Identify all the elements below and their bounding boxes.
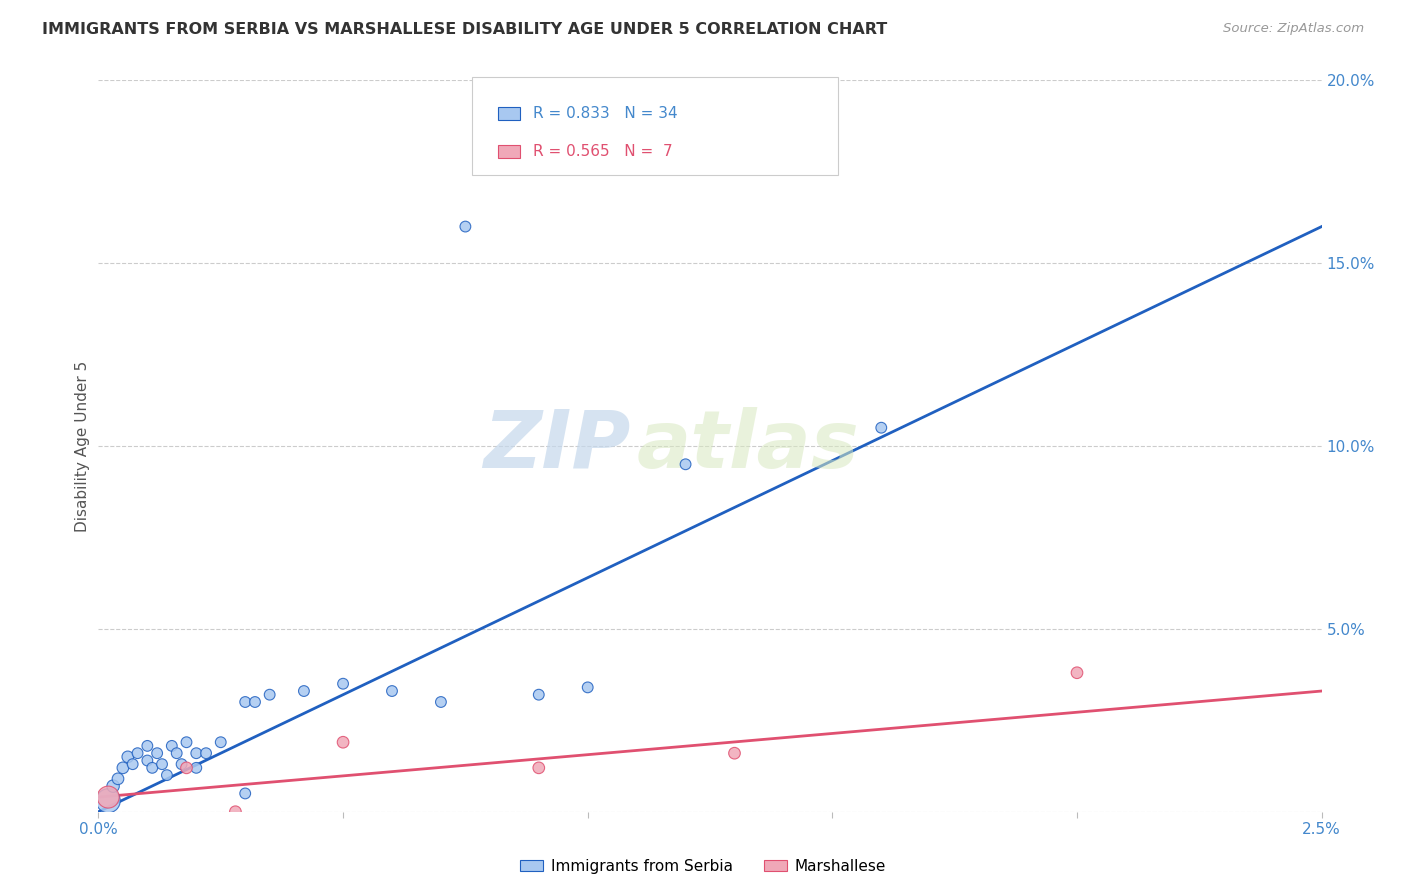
Point xyxy=(121,757,143,772)
Point xyxy=(233,787,256,801)
Point xyxy=(870,421,893,435)
Point xyxy=(233,695,256,709)
Point xyxy=(117,749,139,764)
Point xyxy=(186,761,208,775)
Point xyxy=(166,746,188,760)
Point xyxy=(454,219,477,234)
Point xyxy=(243,695,266,709)
Point xyxy=(430,695,453,709)
Text: Source: ZipAtlas.com: Source: ZipAtlas.com xyxy=(1223,22,1364,36)
Point xyxy=(136,754,159,768)
Point xyxy=(259,688,281,702)
Point xyxy=(209,735,232,749)
Y-axis label: Disability Age Under 5: Disability Age Under 5 xyxy=(75,360,90,532)
FancyBboxPatch shape xyxy=(498,145,520,158)
Point xyxy=(186,746,208,760)
Point xyxy=(146,746,169,760)
Point xyxy=(176,761,198,775)
Point xyxy=(224,805,246,819)
FancyBboxPatch shape xyxy=(498,107,520,120)
Point xyxy=(127,746,149,760)
Legend: Immigrants from Serbia, Marshallese: Immigrants from Serbia, Marshallese xyxy=(515,853,891,880)
FancyBboxPatch shape xyxy=(471,77,838,176)
Point xyxy=(170,757,193,772)
Point xyxy=(141,761,163,775)
Point xyxy=(1066,665,1088,680)
Text: atlas: atlas xyxy=(637,407,859,485)
Point xyxy=(97,790,120,805)
Point xyxy=(107,772,129,786)
Point xyxy=(527,761,550,775)
Point xyxy=(381,684,404,698)
Point xyxy=(150,757,173,772)
Point xyxy=(136,739,159,753)
Text: ZIP: ZIP xyxy=(484,407,630,485)
Point xyxy=(97,794,120,808)
Point xyxy=(176,735,198,749)
Point xyxy=(675,458,697,472)
Point xyxy=(332,676,354,690)
Point xyxy=(292,684,315,698)
Point xyxy=(195,746,218,760)
Point xyxy=(527,688,550,702)
Text: IMMIGRANTS FROM SERBIA VS MARSHALLESE DISABILITY AGE UNDER 5 CORRELATION CHART: IMMIGRANTS FROM SERBIA VS MARSHALLESE DI… xyxy=(42,22,887,37)
Point xyxy=(101,779,124,793)
Point xyxy=(160,739,183,753)
Point xyxy=(723,746,745,760)
Point xyxy=(156,768,179,782)
Point xyxy=(576,681,599,695)
Point xyxy=(111,761,134,775)
Text: R = 0.833   N = 34: R = 0.833 N = 34 xyxy=(533,106,678,121)
Text: R = 0.565   N =  7: R = 0.565 N = 7 xyxy=(533,144,672,159)
Point xyxy=(332,735,354,749)
